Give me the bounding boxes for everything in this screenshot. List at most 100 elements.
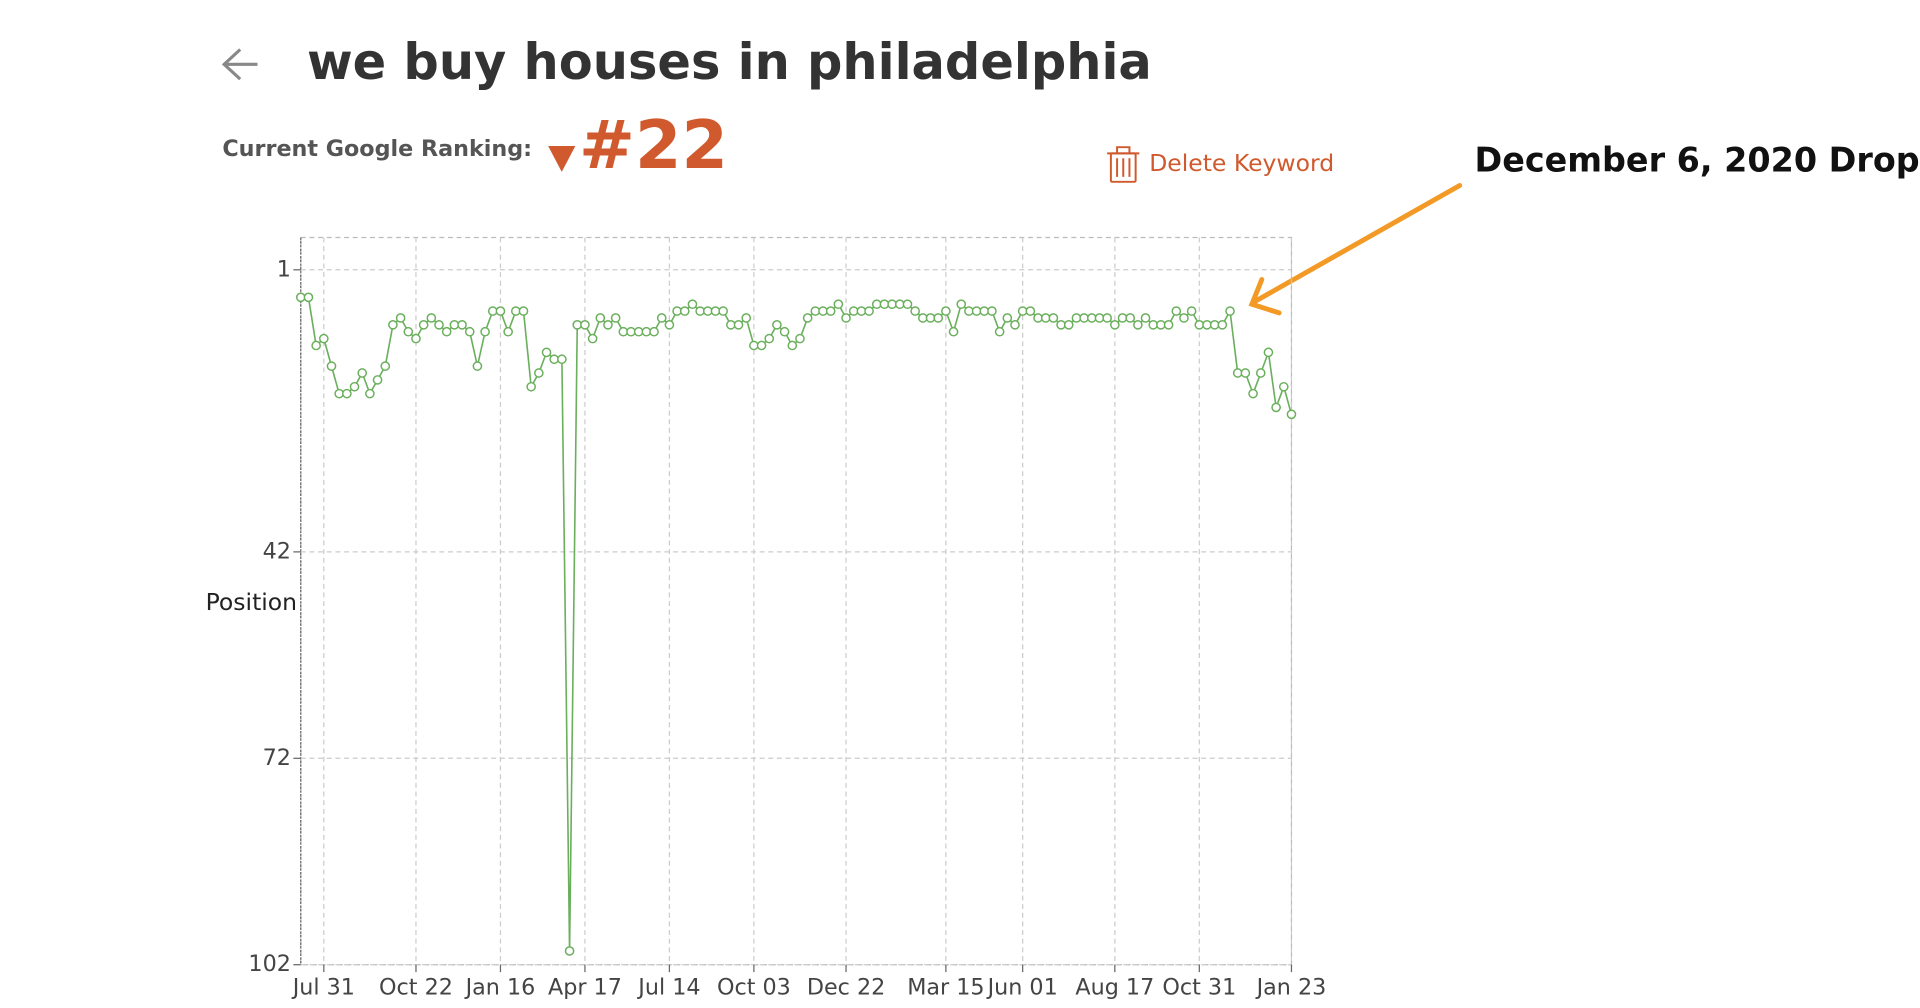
data-point	[1010, 320, 1020, 330]
data-point	[956, 299, 967, 310]
data-point	[603, 320, 613, 330]
data-point	[764, 333, 775, 344]
data-point	[718, 306, 728, 316]
data-point	[595, 313, 606, 323]
x-tick-label: Aug 17	[1075, 975, 1154, 1001]
data-point	[987, 306, 997, 316]
data-point	[741, 313, 752, 323]
data-point	[1102, 313, 1112, 323]
ranking-value: #22	[579, 106, 728, 184]
data-point	[1255, 368, 1266, 378]
data-point	[1063, 320, 1074, 330]
data-point	[434, 320, 444, 330]
data-point	[802, 313, 813, 323]
y-tick-label: 72	[263, 745, 291, 771]
data-point	[318, 333, 329, 344]
annotation-text: December 6, 2020 Drop	[1475, 141, 1920, 180]
data-point	[787, 340, 798, 351]
x-tick-label: Jan 23	[1255, 975, 1327, 1001]
data-point	[580, 320, 590, 330]
data-point	[733, 320, 744, 330]
y-tick-label: 42	[263, 538, 291, 564]
data-point	[365, 388, 375, 399]
data-point	[311, 340, 321, 351]
data-point	[349, 381, 360, 392]
y-tick-label: 1	[277, 256, 291, 282]
data-point	[910, 306, 920, 316]
data-point	[1163, 320, 1174, 330]
data-point	[418, 320, 429, 330]
x-tick-label: Oct 31	[1162, 975, 1236, 1001]
data-point	[948, 326, 959, 337]
data-point	[457, 320, 467, 330]
series-line	[300, 296, 1293, 951]
annotation-arrow	[1248, 183, 1463, 316]
x-tick-label: Jan 16	[464, 975, 536, 1001]
data-point	[395, 313, 406, 323]
back-arrow	[221, 48, 258, 81]
data-point	[656, 313, 667, 323]
down-icon	[548, 145, 576, 172]
data-point	[380, 361, 391, 371]
data-point	[464, 326, 475, 337]
data-point	[303, 292, 314, 303]
data-point	[1179, 313, 1189, 323]
data-point	[1186, 306, 1197, 316]
data-point	[772, 320, 782, 330]
data-point	[1133, 320, 1143, 330]
delete-keyword-label: Delete Keyword	[1149, 149, 1334, 177]
data-point	[564, 946, 575, 956]
data-point	[933, 313, 944, 323]
data-point	[902, 299, 913, 310]
back-button[interactable]	[221, 48, 258, 81]
data-point	[587, 333, 598, 344]
data-point	[403, 326, 414, 337]
data-point	[664, 320, 675, 330]
data-point	[480, 326, 490, 337]
data-point	[941, 306, 951, 316]
delete-keyword-button[interactable]: Delete Keyword	[1107, 146, 1334, 183]
data-point	[388, 320, 398, 330]
x-tick-label: Jul 14	[636, 975, 700, 1001]
data-point	[441, 326, 452, 337]
data-point	[1140, 313, 1151, 323]
data-point	[864, 306, 874, 316]
data-point	[1278, 381, 1289, 392]
data-point	[541, 347, 552, 358]
data-point	[841, 313, 851, 323]
data-point	[426, 313, 437, 323]
data-point	[1125, 313, 1136, 323]
data-point	[1025, 306, 1036, 316]
data-point	[1240, 368, 1251, 378]
data-point	[1217, 320, 1228, 330]
data-point	[411, 333, 421, 344]
data-point	[1271, 402, 1281, 413]
data-point	[825, 306, 836, 316]
trash-icon	[1107, 146, 1140, 183]
x-tick-label: Apr 17	[548, 975, 622, 1001]
data-point	[557, 354, 567, 365]
y-axis-label: Position	[206, 588, 297, 616]
keyword-title: we buy houses in philadelphia	[307, 33, 1152, 91]
data-point	[679, 306, 690, 316]
data-point	[687, 299, 698, 310]
data-point	[1048, 313, 1059, 323]
data-point	[342, 388, 352, 399]
y-tick-label: 102	[248, 951, 290, 977]
data-point	[1002, 313, 1013, 323]
data-point	[1225, 306, 1235, 316]
data-point	[1248, 388, 1258, 399]
data-point	[1263, 347, 1274, 358]
data-point	[779, 326, 790, 337]
data-point	[495, 306, 506, 316]
data-point	[518, 306, 529, 316]
data-point	[357, 368, 368, 378]
data-point	[534, 368, 544, 378]
ranking-label: Current Google Ranking:	[222, 136, 532, 162]
data-point	[1171, 306, 1182, 316]
data-point	[833, 299, 844, 310]
data-point	[994, 326, 1005, 337]
data-point	[526, 381, 536, 392]
